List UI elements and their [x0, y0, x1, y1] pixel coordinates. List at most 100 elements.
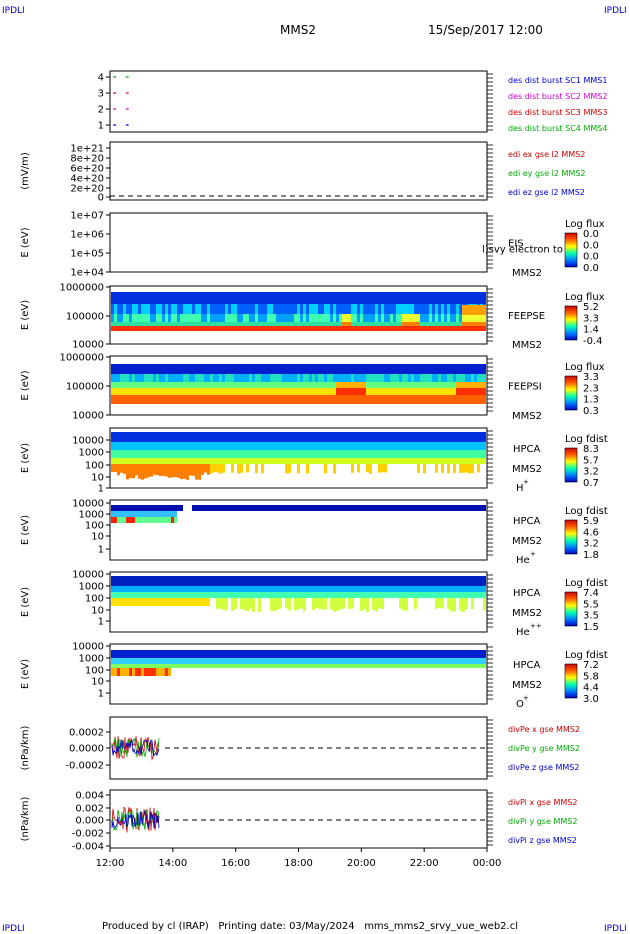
- spectrogram-cell: [303, 314, 306, 322]
- spectrogram-cell: [126, 304, 129, 314]
- spectrogram-cell: [336, 505, 339, 511]
- spectrogram-cell: [156, 314, 159, 322]
- spectrogram-cell: [171, 517, 174, 523]
- spectrogram-cell: [120, 322, 123, 326]
- spectrogram-cell: [447, 458, 450, 464]
- spectrogram-cell: [426, 292, 429, 304]
- spectrogram-cell: [456, 658, 459, 664]
- spectrogram-cell: [411, 314, 414, 322]
- spectrogram-cell: [237, 314, 240, 322]
- spectrogram-cell: [210, 442, 213, 450]
- spectrogram-cell: [156, 576, 159, 586]
- spectrogram-cell: [318, 304, 321, 314]
- spectrogram-cell: [156, 598, 159, 606]
- header-spacecraft: MMS2: [280, 23, 316, 37]
- spectrogram-cell: [477, 374, 480, 382]
- spectrogram-cell: [474, 664, 477, 668]
- spectrogram-cell: [468, 664, 471, 668]
- spectrogram-cell: [348, 458, 351, 464]
- spectrogram-cell: [276, 442, 279, 450]
- spectrogram-cell: [315, 304, 318, 314]
- spectrogram-cell: [249, 650, 252, 658]
- spectrogram-cell: [216, 586, 219, 592]
- spectrogram-cell: [213, 395, 216, 404]
- spectrogram-cell: [318, 364, 321, 374]
- spectrogram-cell: [141, 658, 144, 664]
- colorbar-title: Log fdist: [565, 434, 608, 445]
- colorbar-tick-label: 0.0: [583, 240, 599, 251]
- spectrogram-cell: [204, 592, 207, 598]
- spectrogram-cell: [480, 388, 483, 395]
- spectrogram-cell: [378, 576, 381, 586]
- spectrogram-cell: [147, 388, 150, 395]
- spectrogram-cell: [330, 292, 333, 304]
- spectrogram-cell: [456, 382, 459, 388]
- spectrogram-cell: [462, 395, 465, 404]
- spectrogram-cell: [117, 364, 120, 374]
- spectrogram-cell: [423, 382, 426, 388]
- spectrogram-cell: [312, 304, 315, 314]
- spectrogram-cell: [342, 505, 345, 511]
- divpi-series-trace: [111, 810, 160, 829]
- spectrogram-cell: [411, 576, 414, 586]
- spectrogram-cell: [186, 586, 189, 592]
- spectrogram-cell: [453, 650, 456, 658]
- spectrogram-cell: [441, 576, 444, 586]
- spectrogram-cell: [267, 326, 270, 331]
- spectrogram-cell: [441, 432, 444, 442]
- spectrogram-cell: [249, 326, 252, 331]
- spectrogram-cell: [423, 658, 426, 664]
- panel-frame: [109, 285, 488, 345]
- spectrogram-cell: [387, 592, 390, 598]
- spectrogram-cell: [207, 505, 210, 511]
- spectrogram-cell: [270, 364, 273, 374]
- spectrogram-cell: [126, 464, 129, 480]
- spectrogram-cell: [192, 304, 195, 314]
- spectrogram-cell: [111, 442, 114, 450]
- spectrogram-cell: [417, 432, 420, 442]
- spectrogram-cell: [465, 458, 468, 464]
- spectrogram-cell: [384, 576, 387, 586]
- spectrogram-cell: [426, 658, 429, 664]
- spectrogram-cell: [351, 650, 354, 658]
- spectrogram-cell: [327, 395, 330, 404]
- spectrogram-cell: [396, 592, 399, 598]
- spectrogram-cell: [252, 374, 255, 382]
- colorbar: [564, 232, 578, 268]
- spectrogram-cell: [369, 292, 372, 304]
- spectrogram-cell: [384, 505, 387, 511]
- spectrogram-cell: [429, 450, 432, 458]
- spectrogram-cell: [465, 650, 468, 658]
- spectrogram-cell: [384, 458, 387, 464]
- spectrogram-cell: [114, 364, 117, 374]
- spectrogram-cell: [120, 442, 123, 450]
- spectrogram-cell: [462, 382, 465, 388]
- spectrogram-cell: [216, 598, 219, 609]
- spectrogram-cell: [177, 326, 180, 331]
- spectrogram-cell: [138, 314, 141, 322]
- spectrogram-cell: [330, 592, 333, 598]
- spectrogram-cell: [174, 592, 177, 598]
- spectrogram-cell: [129, 668, 132, 676]
- spectrogram-cell: [156, 292, 159, 304]
- spectrogram-cell: [342, 658, 345, 664]
- spectrogram-cell: [273, 326, 276, 331]
- spectrogram-cell: [339, 322, 342, 326]
- spectrogram-cell: [366, 586, 369, 592]
- spectrogram-cell: [450, 458, 453, 464]
- spectrogram-cell: [438, 326, 441, 331]
- spectrogram-cell: [126, 586, 129, 592]
- colorbar-tick-label: 2.3: [583, 383, 599, 394]
- spectrogram-cell: [192, 442, 195, 450]
- species-charge: +: [523, 478, 529, 486]
- spectrogram-cell: [264, 304, 267, 314]
- spectrogram-cell: [120, 304, 123, 314]
- spectrogram-cell: [162, 664, 165, 668]
- spectrogram-cell: [183, 326, 186, 331]
- spectrogram-cell: [351, 464, 354, 473]
- spectrogram-cell: [414, 658, 417, 664]
- spectrogram-cell: [369, 658, 372, 664]
- spectrogram-cell: [306, 364, 309, 374]
- spectrogram-cell: [384, 442, 387, 450]
